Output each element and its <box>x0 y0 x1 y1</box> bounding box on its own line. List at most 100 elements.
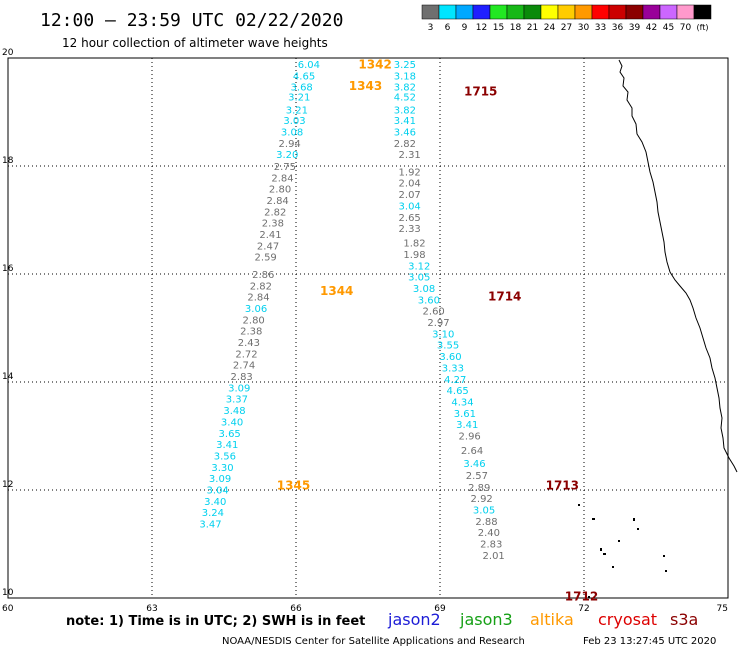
map-title: 12:00 – 23:59 UTC 02/22/2020 <box>40 10 343 31</box>
wave-height-value: 6.04 <box>298 60 320 71</box>
wave-height-value: 2.86 <box>252 270 274 281</box>
wave-height-value: 2.96 <box>459 431 481 442</box>
wave-height-value: 3.47 <box>199 519 221 530</box>
wave-height-value: 3.40 <box>221 417 243 428</box>
plot-frame <box>7 57 729 599</box>
legend-swatch <box>591 4 610 20</box>
pass-time-label: 1343 <box>349 79 382 93</box>
legend-swatch <box>472 4 491 20</box>
lat-tick-label: 16 <box>2 264 14 274</box>
wave-height-value: 2.82 <box>250 281 272 292</box>
pass-time-label: 1342 <box>358 57 391 71</box>
wave-height-value: 3.05 <box>408 273 430 284</box>
axis-ticks: 60 63 66 69 72 75 10 12 14 16 18 20 <box>2 48 728 614</box>
wave-height-value: 2.80 <box>269 185 291 196</box>
legend-label: 12 <box>476 23 487 33</box>
lon-tick-label: 60 <box>2 604 14 614</box>
wave-height-value: 2.82 <box>394 139 416 150</box>
legend-label: 70 <box>680 23 692 33</box>
wave-height-value: 3.18 <box>394 71 416 82</box>
legend-swatch <box>625 4 644 20</box>
wave-height-value: 4.34 <box>451 397 473 408</box>
wave-height-value: 3.41 <box>456 420 478 431</box>
legend-swatch <box>557 4 576 20</box>
lat-tick-label: 20 <box>2 48 14 58</box>
wave-height-value: 2.84 <box>271 173 293 184</box>
lon-tick-label: 63 <box>146 604 157 614</box>
wave-height-value: 3.61 <box>454 409 476 420</box>
legend-swatch <box>506 4 525 20</box>
lat-tick-label: 12 <box>2 480 13 490</box>
wave-height-value: 2.82 <box>264 207 286 218</box>
wave-height-value: 2.97 <box>427 318 449 329</box>
wave-height-value: 2.74 <box>233 361 255 372</box>
legend-label: 36 <box>612 23 624 33</box>
lon-tick-label: 75 <box>717 604 728 614</box>
wave-height-value: 3.04 <box>399 201 421 212</box>
wave-height-value: 3.08 <box>413 284 435 295</box>
wave-height-value: 2.47 <box>257 241 279 252</box>
wave-height-value: 4.65 <box>447 386 469 397</box>
pass-time-label: 1713 <box>546 479 579 493</box>
legend-label: 30 <box>578 23 590 33</box>
lon-tick-label: 66 <box>290 604 302 614</box>
legend-swatch <box>659 4 678 20</box>
wave-height-value: 3.41 <box>394 116 416 127</box>
wave-height-value: 3.46 <box>463 459 485 470</box>
wave-height-value: 3.46 <box>394 127 416 138</box>
wave-height-value: 2.83 <box>231 372 253 383</box>
map-subtitle: 12 hour collection of altimeter wave hei… <box>62 36 328 50</box>
lat-tick-label: 18 <box>2 156 14 166</box>
wave-height-value: 3.12 <box>408 261 430 272</box>
satellite-jason2: jason2 <box>387 610 441 629</box>
pass-time-label: 1714 <box>488 290 521 304</box>
wave-height-value: 3.10 <box>432 329 454 340</box>
wave-height-value: 3.09 <box>209 474 231 485</box>
legend-label: 42 <box>646 23 657 33</box>
wave-height-value: 2.31 <box>399 150 421 161</box>
legend-swatch <box>676 4 695 20</box>
wave-height-value: 3.30 <box>211 463 233 474</box>
wave-height-value: 1.92 <box>399 167 421 178</box>
legend-swatch <box>540 4 559 20</box>
wave-height-value: 3.68 <box>291 83 313 94</box>
legend-swatch <box>489 4 508 20</box>
wave-height-value: 3.60 <box>439 352 461 363</box>
wave-height-tracks: 6.044.653.683.213.213.033.082.943.202.75… <box>199 57 598 603</box>
wave-height-value: 4.65 <box>293 71 315 82</box>
wave-height-value: 2.72 <box>235 349 257 360</box>
track-altika-west: 6.044.653.683.213.213.033.082.943.202.75… <box>199 57 391 530</box>
wave-height-value: 2.65 <box>399 213 421 224</box>
wave-height-value: 2.75 <box>274 162 296 173</box>
wave-height-value: 3.21 <box>288 92 310 103</box>
wave-height-value: 2.33 <box>399 224 421 235</box>
footer-note: note: 1) Time is in UTC; 2) SWH is in fe… <box>66 614 365 629</box>
legend-label: 6 <box>445 23 451 33</box>
satellite-jason3: jason3 <box>459 610 513 629</box>
satellite-key: jason2 jason3 altika cryosat s3a <box>387 610 698 629</box>
wave-height-value: 2.59 <box>255 253 277 264</box>
wave-height-value: 2.38 <box>262 219 284 230</box>
wave-height-value: 3.60 <box>418 295 440 306</box>
wave-height-value: 3.82 <box>394 83 416 94</box>
wave-height-value: 2.64 <box>461 446 483 457</box>
legend-swatch <box>438 4 457 20</box>
lat-tick-label: 14 <box>2 372 14 382</box>
wave-height-value: 2.43 <box>238 338 260 349</box>
pass-time-label: 1712 <box>565 589 598 603</box>
wave-height-value: 3.55 <box>437 341 459 352</box>
wave-height-value: 2.40 <box>478 528 500 539</box>
footer-credit: NOAA/NESDIS Center for Satellite Applica… <box>222 636 525 647</box>
wave-height-value: 3.40 <box>204 497 226 508</box>
color-legend: 3 6 9 12 15 18 21 24 27 30 33 36 39 42 45 70 (ft) <box>421 4 712 33</box>
wave-height-value: 3.65 <box>219 429 241 440</box>
satellite-s3a: s3a <box>670 610 698 629</box>
satellite-altika: altika <box>530 610 574 629</box>
wave-height-value: 2.01 <box>483 551 505 562</box>
legend-label: 3 <box>428 23 434 33</box>
wave-height-value: 3.41 <box>216 440 238 451</box>
legend-label: 39 <box>629 23 641 33</box>
wave-height-value: 3.09 <box>228 383 250 394</box>
legend-label: 9 <box>462 23 468 33</box>
pass-time-label: 1345 <box>277 479 310 493</box>
